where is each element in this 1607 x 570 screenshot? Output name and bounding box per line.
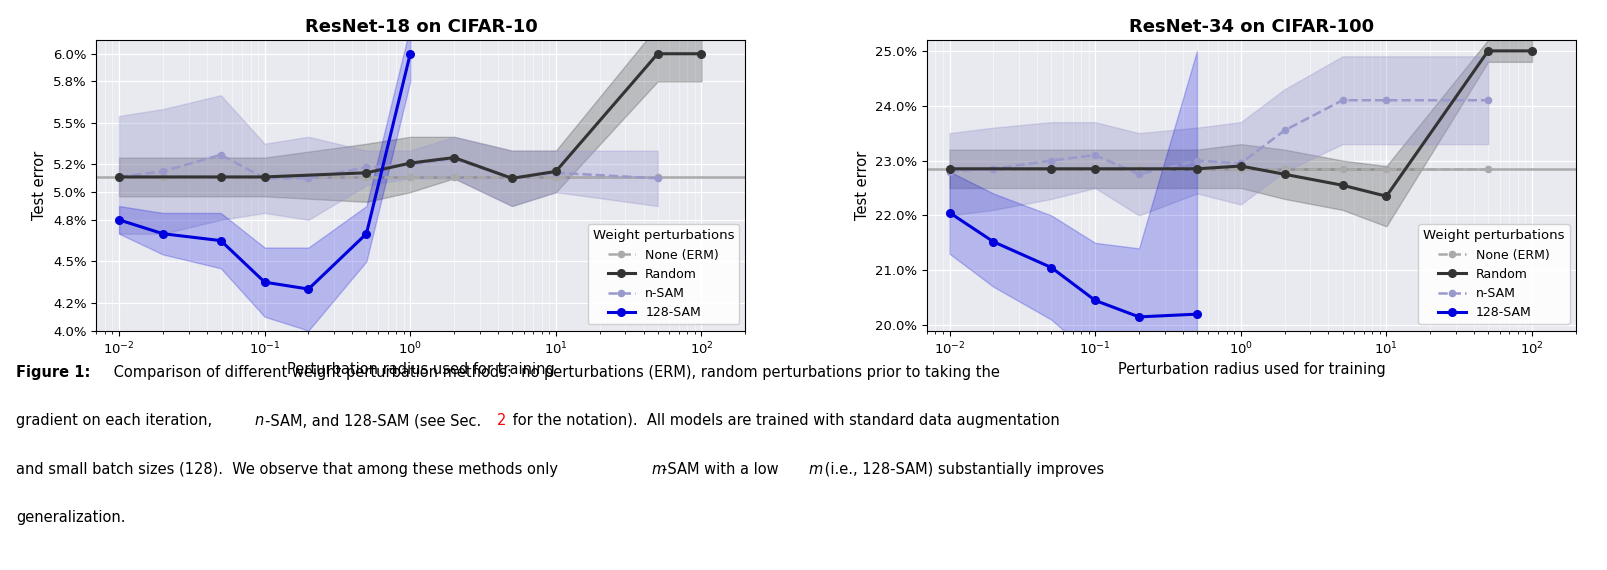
X-axis label: Perturbation radius used for training: Perturbation radius used for training [1117, 363, 1385, 377]
Y-axis label: Test error: Test error [32, 150, 48, 220]
Text: m: m [651, 462, 665, 477]
Title: ResNet-34 on CIFAR-100: ResNet-34 on CIFAR-100 [1128, 18, 1372, 35]
Y-axis label: Test error: Test error [853, 150, 869, 220]
Text: (i.e., 128-SAM) substantially improves: (i.e., 128-SAM) substantially improves [820, 462, 1104, 477]
Text: -SAM, and 128-SAM (see Sec.: -SAM, and 128-SAM (see Sec. [265, 413, 485, 428]
Text: Figure 1:: Figure 1: [16, 365, 90, 380]
Text: for the notation).  All models are trained with standard data augmentation: for the notation). All models are traine… [508, 413, 1059, 428]
Text: Comparison of different weight perturbation methods:  no perturbations (ERM), ra: Comparison of different weight perturbat… [109, 365, 1000, 380]
Text: and small batch sizes (128).  We observe that among these methods only: and small batch sizes (128). We observe … [16, 462, 562, 477]
Text: m: m [808, 462, 823, 477]
Title: ResNet-18 on CIFAR-10: ResNet-18 on CIFAR-10 [304, 18, 537, 35]
Text: 2: 2 [497, 413, 506, 428]
X-axis label: Perturbation radius used for training: Perturbation radius used for training [286, 363, 554, 377]
Legend: None (ERM), Random, n-SAM, 128-SAM: None (ERM), Random, n-SAM, 128-SAM [1417, 225, 1568, 324]
Text: n: n [254, 413, 264, 428]
Legend: None (ERM), Random, n-SAM, 128-SAM: None (ERM), Random, n-SAM, 128-SAM [587, 225, 739, 324]
Text: gradient on each iteration,: gradient on each iteration, [16, 413, 217, 428]
Text: generalization.: generalization. [16, 510, 125, 525]
Text: -SAM with a low: -SAM with a low [662, 462, 783, 477]
